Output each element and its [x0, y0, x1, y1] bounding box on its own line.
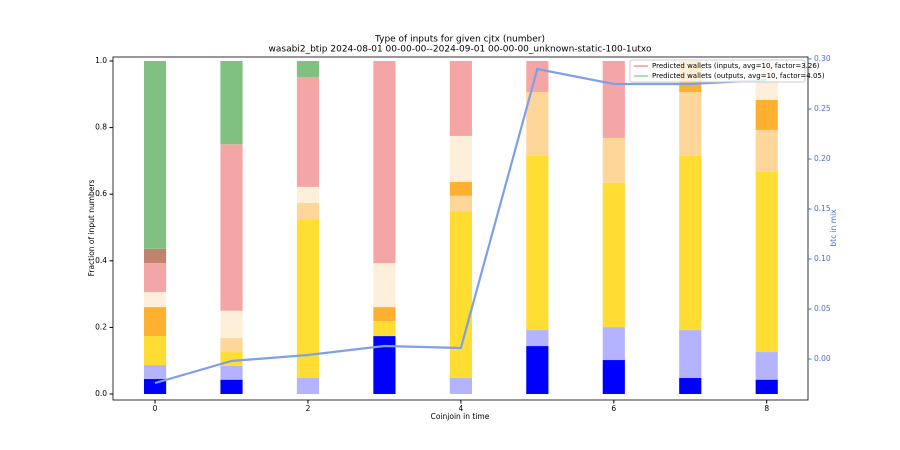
bar-segment: [373, 307, 396, 322]
line-series: [154, 67, 767, 385]
legend-label: Predicted wallets (inputs, avg=10, facto…: [652, 62, 820, 70]
bar-segment: [679, 378, 702, 395]
bar-segment: [373, 263, 396, 308]
bar-segment: [143, 336, 167, 366]
bar-segment: [755, 352, 778, 380]
bar-segment: [373, 336, 396, 395]
y-tick-label: 0.8: [95, 123, 107, 132]
bar-segment: [526, 155, 549, 331]
bar-segment: [296, 202, 320, 220]
bar-segment: [679, 155, 702, 331]
x-axis-label: Coinjoin in time: [431, 412, 490, 421]
bar-segment: [755, 99, 778, 130]
bar-segment: [296, 76, 320, 187]
bar-segment: [373, 321, 396, 337]
bar-segment: [526, 91, 549, 156]
y2-tick-label: 0.25: [814, 104, 831, 113]
bar-segment: [449, 378, 472, 395]
bar-segment: [755, 379, 778, 395]
y-tick-label: 0.0: [95, 389, 107, 398]
bar-segment: [526, 330, 549, 347]
bar-segment: [449, 211, 472, 379]
bar-segment: [296, 60, 320, 77]
bar-segment: [449, 135, 472, 182]
legend-label: Predicted wallets (outputs, avg=10, fact…: [652, 72, 825, 80]
bar-segment: [296, 219, 320, 379]
bar-segment: [143, 292, 167, 308]
bar-segment: [602, 327, 625, 361]
y2-tick-label: 0.05: [814, 304, 831, 313]
bar-segment: [220, 379, 243, 395]
bar-segment: [373, 60, 396, 264]
y-tick-label: 0.2: [95, 322, 107, 331]
bar-segment: [143, 248, 167, 264]
bar-segment: [602, 60, 625, 138]
bar-segment: [143, 307, 167, 337]
bar-segment: [220, 144, 243, 311]
bar-segment: [449, 181, 472, 196]
bar-segment: [526, 346, 549, 395]
bar-segment: [449, 60, 472, 136]
x-tick-label: 8: [764, 404, 769, 413]
y2-tick-label: 0.10: [814, 254, 831, 263]
bar-segment: [602, 182, 625, 328]
y-tick-label: 1.0: [95, 56, 107, 65]
x-tick-label: 6: [611, 404, 616, 413]
bar-segment: [602, 360, 625, 395]
y2-tick-label: 0.00: [814, 354, 831, 363]
bar-segment: [220, 366, 243, 380]
x-tick-label: 4: [458, 404, 463, 413]
y-tick-label: 0.4: [95, 256, 107, 265]
bar-segment: [220, 338, 243, 353]
x-tick-label: 0: [153, 404, 158, 413]
legend-box: [629, 59, 806, 83]
bar-segment: [296, 378, 320, 395]
bar-segment: [679, 330, 702, 379]
bar-segment: [449, 195, 472, 212]
bar-segment: [143, 60, 167, 249]
bar-segment: [755, 171, 778, 353]
chart-subtitle: wasabi2_btip 2024-08-01 00-00-00--2024-0…: [269, 45, 652, 55]
bar-segment: [755, 129, 778, 172]
bar-segment: [296, 186, 320, 203]
bar-segment: [602, 137, 625, 183]
bar-segment: [143, 263, 167, 293]
bar-segment: [220, 60, 243, 145]
y-axis-label: Fraction of input numbers: [87, 180, 96, 277]
y-tick-label: 0.6: [95, 189, 107, 198]
y2-tick-label: 0.30: [814, 54, 831, 63]
bar-segment: [526, 60, 549, 92]
x-tick-label: 2: [306, 404, 311, 413]
bar-segment: [143, 365, 167, 380]
bar-segment: [220, 310, 243, 339]
y2-tick-label: 0.20: [814, 154, 831, 163]
y2-axis-label: btc in mix: [829, 209, 838, 247]
bar-segment: [143, 379, 167, 395]
y2-tick-label: 0.15: [814, 204, 831, 213]
chart-title: Type of inputs for given cjtx (number): [374, 35, 545, 45]
bar-segment: [679, 91, 702, 156]
